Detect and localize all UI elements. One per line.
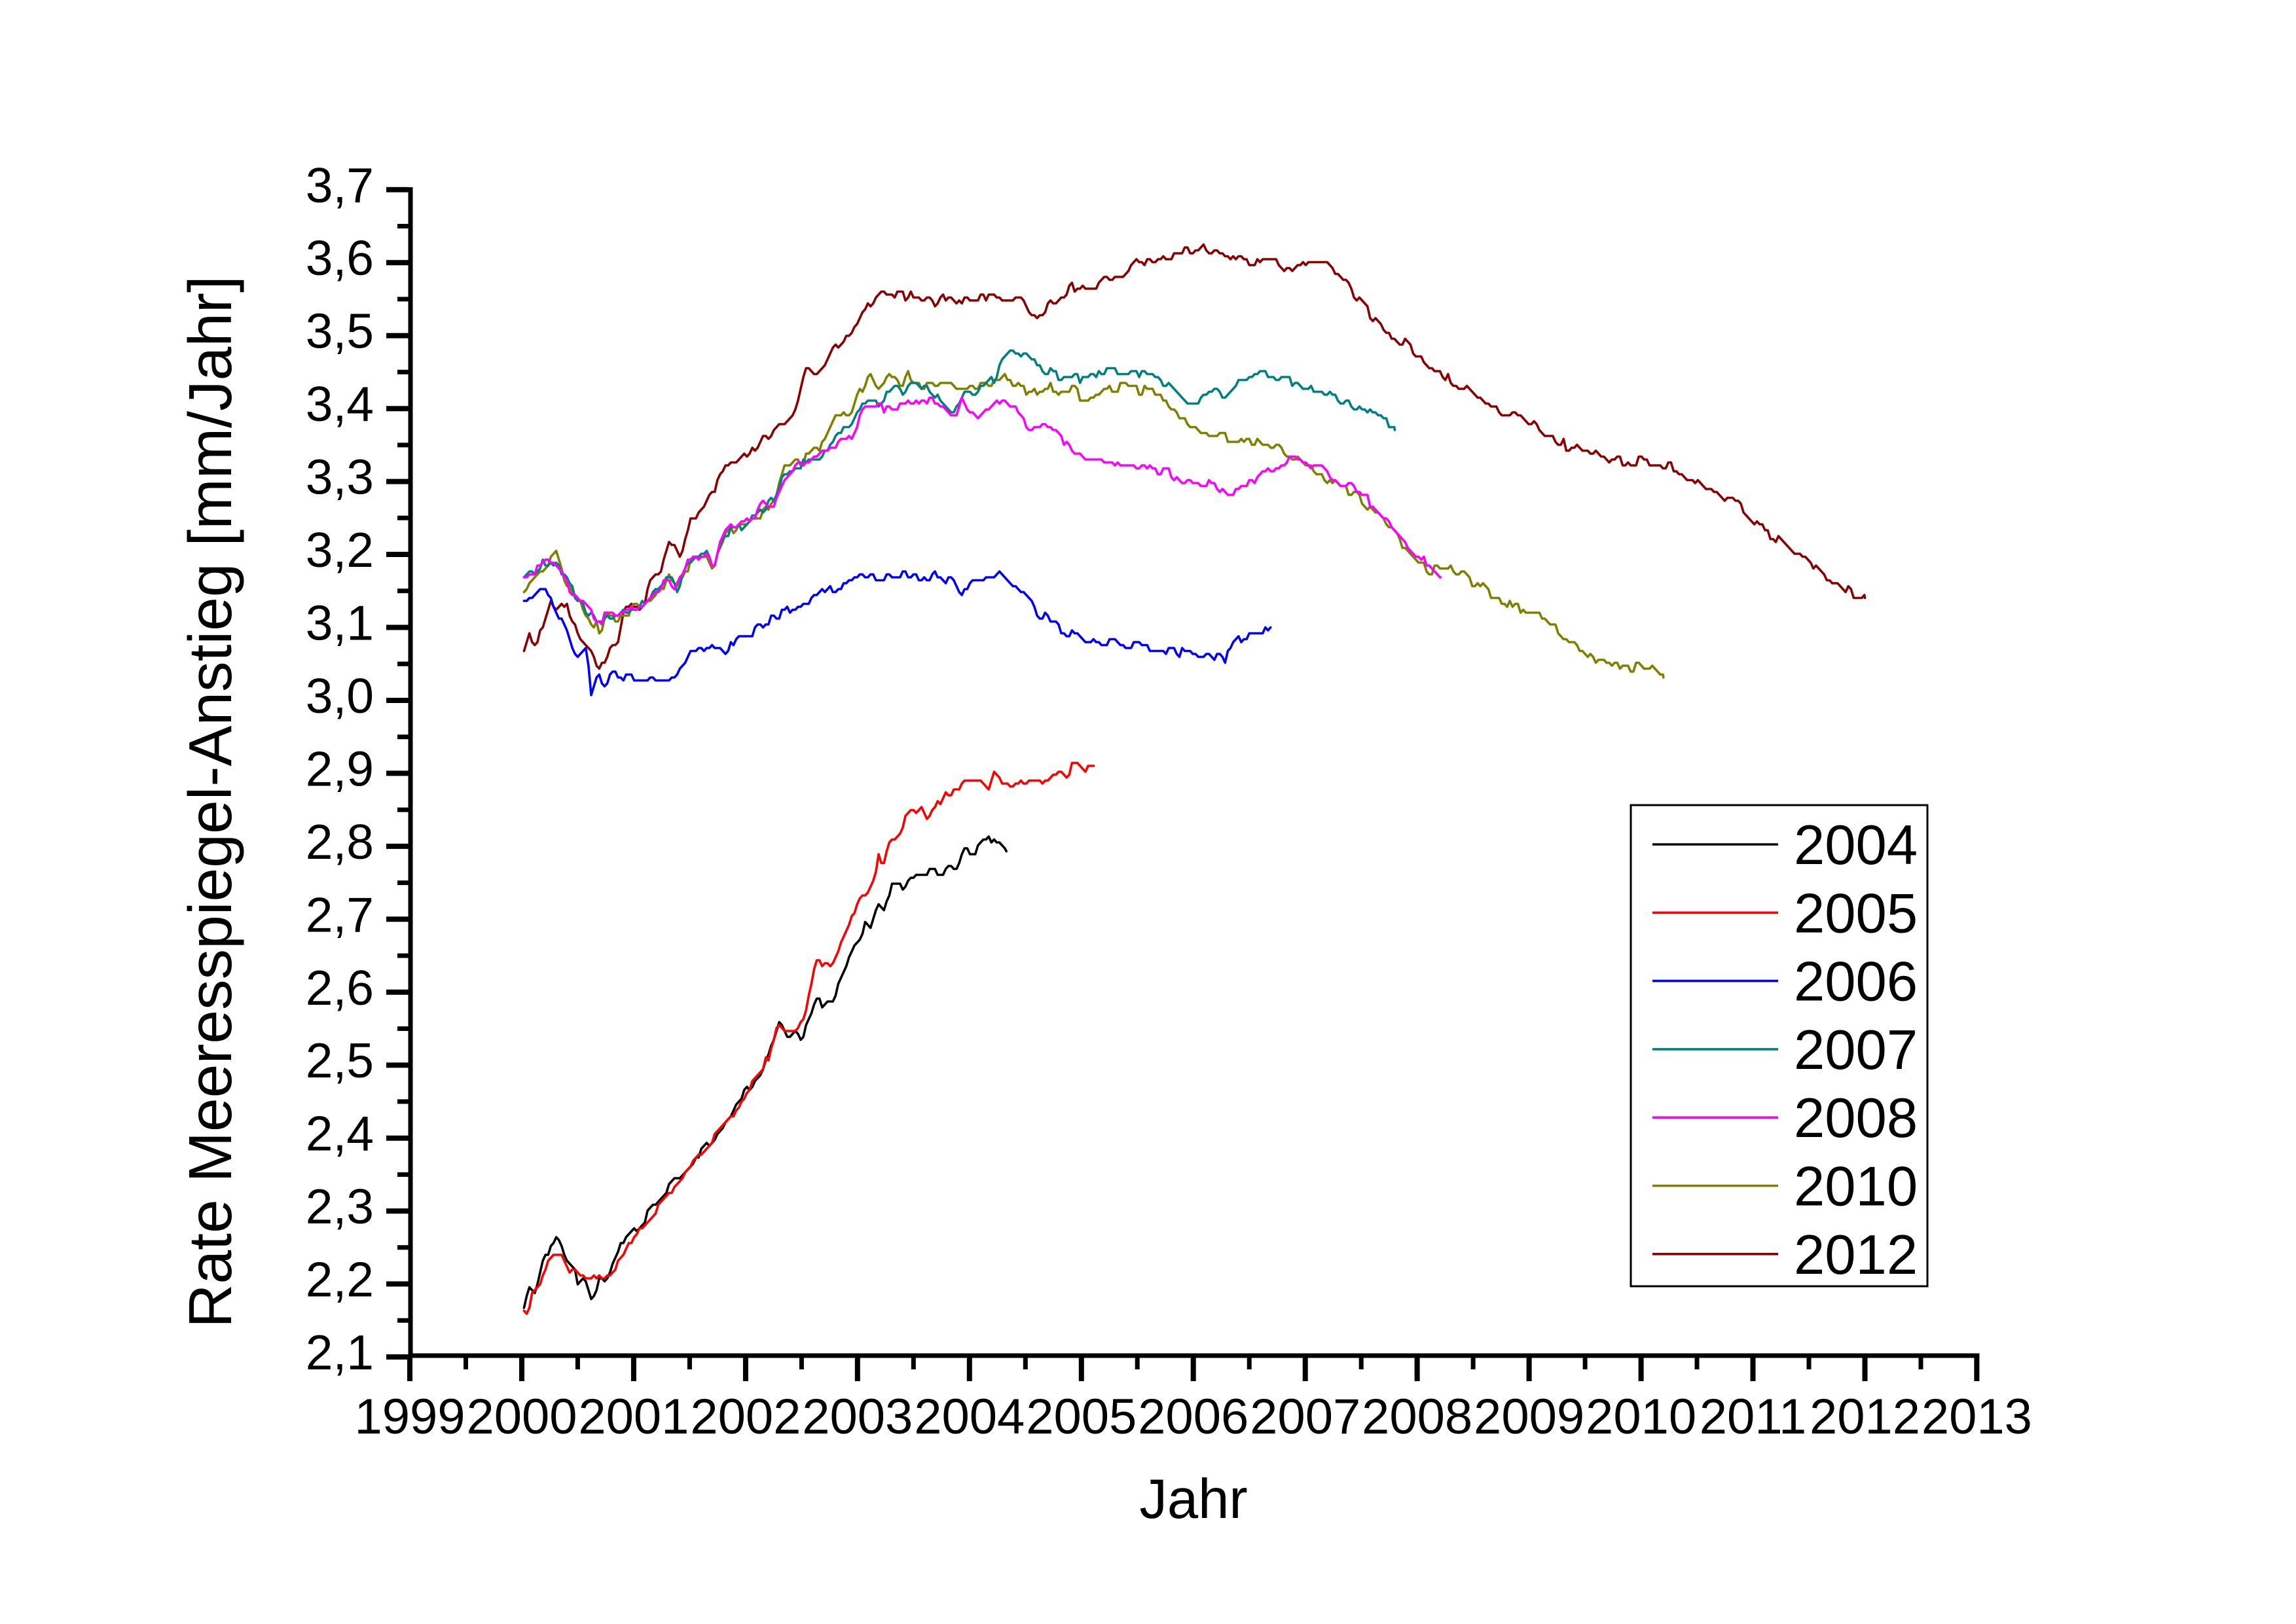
svg-text:2,2: 2,2 bbox=[306, 1252, 374, 1307]
svg-text:2010: 2010 bbox=[1794, 1156, 1918, 1218]
svg-text:2005: 2005 bbox=[1026, 1389, 1137, 1445]
svg-text:3,0: 3,0 bbox=[306, 668, 374, 723]
svg-text:2013: 2013 bbox=[1922, 1389, 2032, 1445]
svg-text:3,2: 3,2 bbox=[306, 522, 374, 577]
svg-text:2002: 2002 bbox=[690, 1389, 801, 1445]
svg-text:2007: 2007 bbox=[1794, 1019, 1918, 1081]
svg-text:2000: 2000 bbox=[466, 1389, 577, 1445]
svg-text:2,7: 2,7 bbox=[306, 887, 374, 942]
svg-text:2004: 2004 bbox=[914, 1389, 1025, 1445]
svg-text:3,4: 3,4 bbox=[306, 376, 374, 431]
svg-text:Jahr: Jahr bbox=[1139, 1468, 1247, 1530]
svg-text:2,1: 2,1 bbox=[306, 1325, 374, 1380]
svg-text:3,6: 3,6 bbox=[306, 230, 374, 285]
svg-text:2007: 2007 bbox=[1250, 1389, 1360, 1445]
svg-text:2001: 2001 bbox=[578, 1389, 689, 1445]
svg-text:2010: 2010 bbox=[1586, 1389, 1696, 1445]
svg-text:2006: 2006 bbox=[1138, 1389, 1248, 1445]
svg-text:2006: 2006 bbox=[1794, 951, 1918, 1013]
svg-text:2,9: 2,9 bbox=[306, 741, 374, 796]
svg-text:2,4: 2,4 bbox=[306, 1106, 374, 1161]
svg-text:3,1: 3,1 bbox=[306, 596, 374, 651]
svg-text:2009: 2009 bbox=[1474, 1389, 1584, 1445]
svg-text:2005: 2005 bbox=[1794, 882, 1918, 945]
svg-text:2012: 2012 bbox=[1794, 1224, 1918, 1286]
svg-text:3,3: 3,3 bbox=[306, 450, 374, 505]
svg-text:2,6: 2,6 bbox=[306, 960, 374, 1015]
svg-text:3,5: 3,5 bbox=[306, 304, 374, 359]
svg-text:2,5: 2,5 bbox=[306, 1033, 374, 1088]
svg-text:2,3: 2,3 bbox=[306, 1179, 374, 1234]
svg-text:2,8: 2,8 bbox=[306, 814, 374, 869]
svg-text:2011: 2011 bbox=[1700, 1389, 1806, 1445]
svg-text:1999: 1999 bbox=[354, 1389, 465, 1445]
svg-text:3,7: 3,7 bbox=[306, 158, 374, 213]
svg-text:Rate Meeresspiegel-Anstieg [mm: Rate Meeresspiegel-Anstieg [mm/Jahr] bbox=[176, 276, 244, 1327]
svg-text:2012: 2012 bbox=[1810, 1389, 1920, 1445]
svg-text:2004: 2004 bbox=[1794, 814, 1918, 876]
svg-text:2003: 2003 bbox=[802, 1389, 913, 1445]
svg-text:2008: 2008 bbox=[1362, 1389, 1472, 1445]
svg-text:2008: 2008 bbox=[1794, 1087, 1918, 1149]
